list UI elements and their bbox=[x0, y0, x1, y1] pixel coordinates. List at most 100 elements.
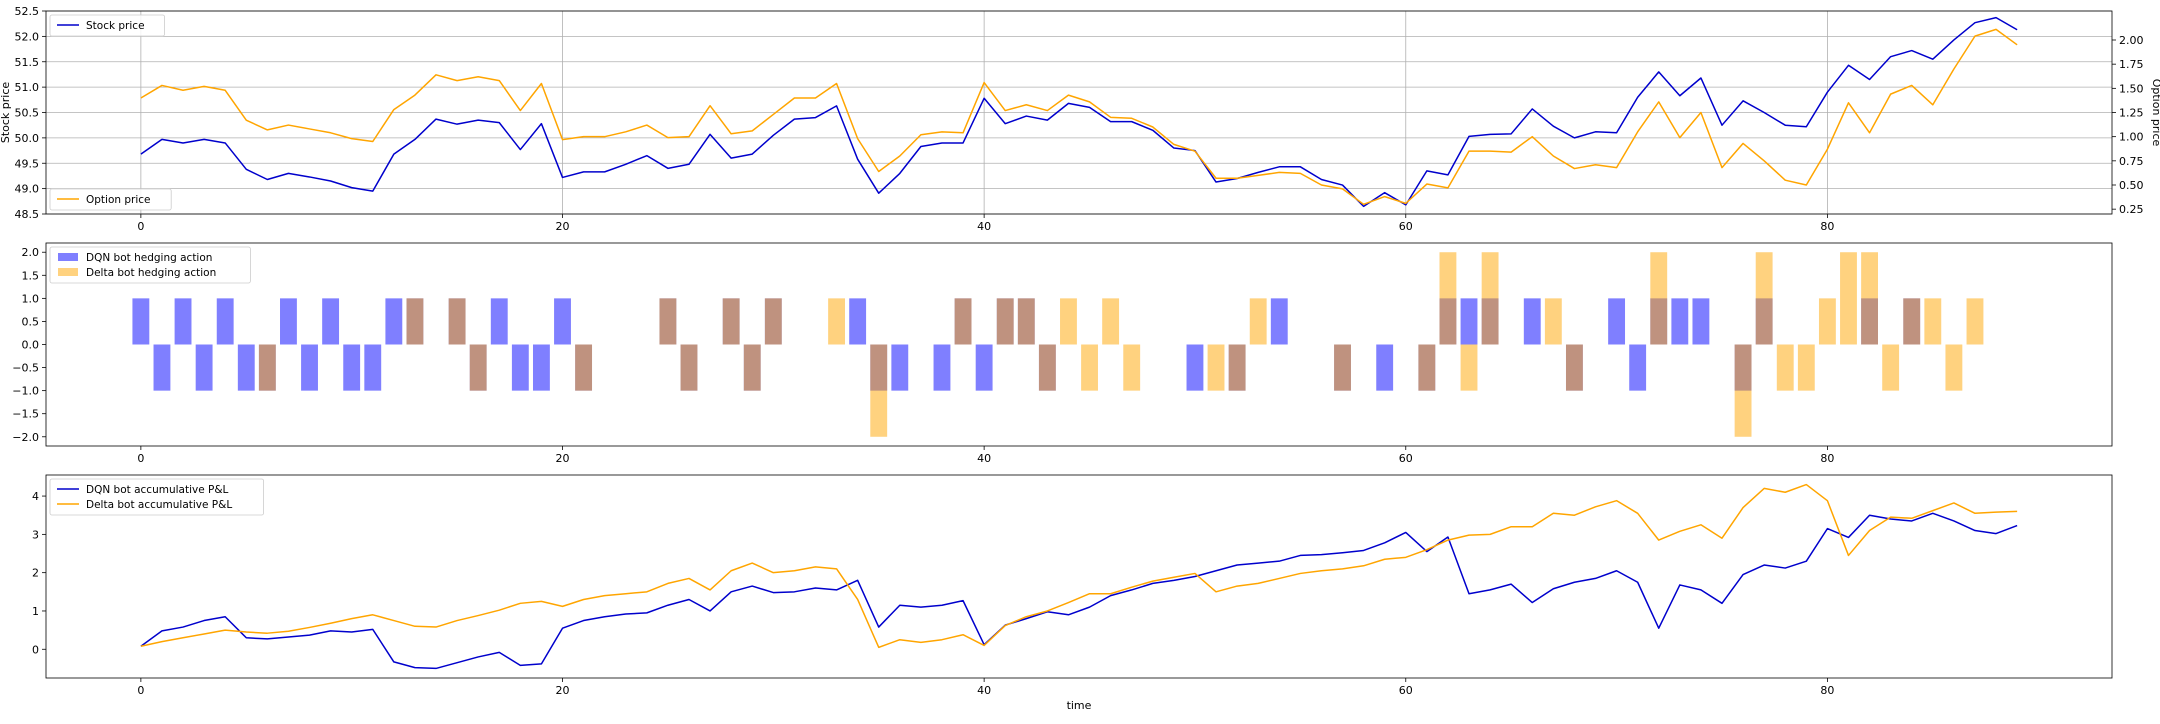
x-tick-label: 40 bbox=[977, 684, 991, 697]
delta-action-bar bbox=[1945, 344, 1963, 391]
x-tick-label: 20 bbox=[556, 220, 570, 233]
dqn-action-bar bbox=[1460, 298, 1478, 345]
legend-label: Option price bbox=[86, 194, 151, 206]
delta-action-bar bbox=[448, 298, 466, 345]
x-tick-label: 20 bbox=[556, 452, 570, 465]
delta-action-bar bbox=[1081, 344, 1098, 391]
dqn-action-bar bbox=[301, 344, 318, 391]
y-tick-label: −2.0 bbox=[12, 431, 39, 444]
legend-label: Stock price bbox=[86, 20, 145, 32]
dqn-action-bar bbox=[385, 298, 403, 345]
dqn-action-bar bbox=[1376, 344, 1394, 391]
stock-price-line bbox=[140, 16, 2018, 208]
y2-tick-label: 1.75 bbox=[2119, 58, 2144, 71]
y-tick-label: 1.0 bbox=[22, 292, 40, 305]
dqn-action-bar bbox=[511, 344, 529, 391]
legend-label: Delta bot hedging action bbox=[86, 267, 216, 279]
x-tick-label: 60 bbox=[1399, 684, 1413, 697]
dqn-action-bar bbox=[153, 344, 171, 391]
y-tick-label: 51.0 bbox=[15, 81, 40, 94]
delta-action-bar bbox=[1207, 344, 1225, 391]
delta-pnl-line bbox=[140, 483, 2018, 649]
y-tick-label: 48.5 bbox=[15, 208, 40, 221]
delta-action-bar bbox=[743, 344, 761, 391]
y2-tick-label: 1.50 bbox=[2119, 82, 2144, 95]
y-tick-label: 3 bbox=[32, 528, 39, 541]
delta-action-bar bbox=[1123, 344, 1141, 391]
x-tick-label: 0 bbox=[137, 452, 144, 465]
dqn-action-bar bbox=[1692, 298, 1710, 345]
dqn-action-bar bbox=[554, 298, 571, 345]
y-tick-label: 51.5 bbox=[15, 56, 40, 69]
legend-swatch bbox=[58, 268, 78, 276]
delta-action-bar bbox=[1903, 298, 1921, 345]
y-tick-label: 1 bbox=[32, 605, 39, 618]
delta-action-bar bbox=[828, 298, 845, 345]
delta-action-bar bbox=[996, 298, 1014, 345]
delta-action-bar bbox=[1017, 298, 1035, 345]
delta-action-bar bbox=[469, 344, 487, 391]
y-tick-label: 2 bbox=[32, 567, 39, 580]
delta-action-bar bbox=[954, 298, 972, 345]
delta-action-bar bbox=[1102, 298, 1120, 345]
delta-action-bar bbox=[1734, 344, 1752, 437]
delta-action-bar bbox=[1818, 298, 1836, 345]
y-tick-label: 52.0 bbox=[15, 30, 40, 43]
dqn-action-bar bbox=[364, 344, 382, 391]
delta-action-bar bbox=[1334, 344, 1351, 391]
legend-box bbox=[49, 478, 265, 516]
y-tick-label: 2.0 bbox=[22, 246, 40, 259]
y-tick-label: −1.5 bbox=[12, 408, 39, 421]
dqn-action-bar bbox=[132, 298, 150, 345]
y-tick-label: 0 bbox=[32, 643, 39, 656]
delta-action-bar bbox=[1460, 344, 1478, 391]
panel-hedging: 0 20 40 60 80 −2.0 −1.5 −1.0 −0.5 0.0 0.5 1.0 1.5 2.0… bbox=[12, 242, 2113, 465]
y-tick-label: 50.5 bbox=[15, 107, 40, 120]
delta-action-bar bbox=[870, 344, 888, 437]
dqn-action-bar bbox=[1629, 344, 1647, 391]
dqn-action-bar bbox=[1523, 298, 1541, 345]
panel-price: 0 20 40 60 80 48.5 49.0 49.5 50.0 50.5 51.0 51.5 52.… bbox=[0, 5, 2160, 233]
dqn-action-bar bbox=[322, 298, 340, 345]
x-tick-label: 0 bbox=[137, 220, 144, 233]
legend-swatch bbox=[58, 253, 78, 261]
y-tick-label: 52.5 bbox=[15, 5, 40, 18]
delta-action-bar bbox=[680, 344, 698, 391]
y-tick-label: 0.5 bbox=[22, 315, 40, 328]
dqn-action-bar bbox=[237, 344, 255, 391]
x-tick-label: 80 bbox=[1820, 684, 1834, 697]
y2-tick-label: 0.25 bbox=[2119, 203, 2144, 216]
y-tick-label: 49.0 bbox=[15, 183, 40, 196]
dqn-action-bar bbox=[849, 298, 867, 345]
delta-action-bar bbox=[1776, 344, 1794, 391]
delta-action-bar bbox=[1650, 252, 1668, 345]
delta-action-bar bbox=[258, 344, 276, 391]
y2-tick-label: 1.25 bbox=[2119, 107, 2144, 120]
dqn-action-bar bbox=[490, 298, 508, 345]
delta-action-bar bbox=[659, 298, 677, 345]
legend-box bbox=[49, 14, 165, 37]
dqn-action-bar bbox=[1270, 298, 1288, 345]
x-tick-label: 40 bbox=[977, 220, 991, 233]
dqn-action-bar bbox=[1186, 344, 1204, 391]
option-price-line bbox=[140, 28, 2018, 206]
x-tick-label: 80 bbox=[1820, 220, 1834, 233]
y-tick-label: −0.5 bbox=[12, 362, 39, 375]
delta-action-bar bbox=[406, 298, 424, 345]
y-tick-label: 0.0 bbox=[22, 339, 40, 352]
delta-action-bar bbox=[1038, 344, 1056, 391]
delta-action-bar bbox=[1565, 344, 1583, 391]
y2-tick-label: 1.00 bbox=[2119, 131, 2144, 144]
delta-action-bar bbox=[1861, 252, 1878, 345]
axes-frame bbox=[45, 10, 2113, 215]
x-tick-label: 60 bbox=[1399, 452, 1413, 465]
dqn-action-bar bbox=[933, 344, 951, 391]
dqn-action-bar bbox=[975, 344, 993, 391]
dqn-action-bar bbox=[1671, 298, 1689, 345]
x-tick-label: 20 bbox=[556, 684, 570, 697]
delta-action-bar bbox=[1249, 298, 1267, 345]
y-tick-label: 4 bbox=[32, 490, 39, 503]
legend-label: DQN bot hedging action bbox=[86, 252, 212, 264]
